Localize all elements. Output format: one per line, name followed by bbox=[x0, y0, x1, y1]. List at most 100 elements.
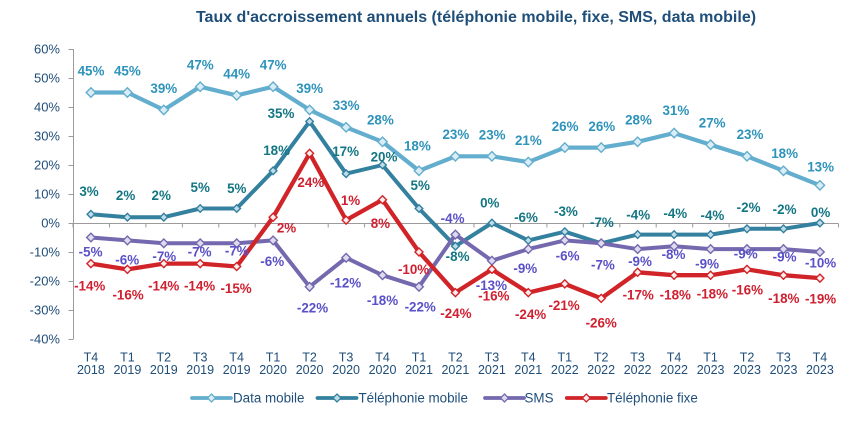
svg-text:44%: 44% bbox=[223, 67, 250, 82]
svg-text:2020: 2020 bbox=[369, 363, 397, 377]
svg-text:T4: T4 bbox=[375, 351, 390, 365]
svg-text:-6%: -6% bbox=[514, 210, 538, 225]
svg-text:-22%: -22% bbox=[405, 299, 436, 314]
svg-text:-7%: -7% bbox=[225, 244, 249, 259]
svg-text:-4%: -4% bbox=[700, 208, 724, 223]
svg-text:-15%: -15% bbox=[220, 281, 251, 296]
svg-text:31%: 31% bbox=[662, 103, 689, 118]
svg-text:-21%: -21% bbox=[548, 298, 579, 313]
svg-text:-14%: -14% bbox=[148, 279, 179, 294]
svg-text:-30%: -30% bbox=[30, 303, 61, 318]
svg-text:13%: 13% bbox=[807, 160, 834, 175]
svg-text:33%: 33% bbox=[333, 98, 360, 113]
svg-text:20%: 20% bbox=[34, 158, 60, 173]
svg-text:8%: 8% bbox=[371, 216, 390, 231]
svg-text:T2: T2 bbox=[302, 351, 317, 365]
svg-text:Taux d'accroissement annuels (: Taux d'accroissement annuels (téléphonie… bbox=[196, 9, 756, 26]
svg-text:Téléphonie mobile: Téléphonie mobile bbox=[359, 391, 468, 406]
svg-text:-18%: -18% bbox=[367, 293, 398, 308]
svg-text:T4: T4 bbox=[521, 351, 536, 365]
svg-text:23%: 23% bbox=[442, 127, 469, 142]
svg-text:0%: 0% bbox=[811, 205, 830, 220]
svg-text:17%: 17% bbox=[332, 144, 359, 159]
svg-text:-10%: -10% bbox=[805, 256, 836, 271]
svg-text:0%: 0% bbox=[41, 216, 60, 231]
svg-text:2020: 2020 bbox=[332, 363, 360, 377]
svg-text:2%: 2% bbox=[277, 220, 296, 235]
svg-text:1%: 1% bbox=[341, 193, 360, 208]
svg-text:-17%: -17% bbox=[623, 287, 654, 302]
svg-text:-10%: -10% bbox=[398, 262, 429, 277]
svg-text:-9%: -9% bbox=[695, 257, 719, 272]
svg-text:3%: 3% bbox=[79, 184, 98, 199]
svg-text:2018: 2018 bbox=[77, 363, 105, 377]
svg-text:T2: T2 bbox=[157, 351, 172, 365]
svg-text:2020: 2020 bbox=[259, 363, 287, 377]
svg-text:-12%: -12% bbox=[330, 276, 361, 291]
svg-text:35%: 35% bbox=[268, 106, 295, 121]
svg-text:T1: T1 bbox=[120, 351, 135, 365]
svg-text:47%: 47% bbox=[187, 58, 214, 73]
svg-text:-7%: -7% bbox=[152, 249, 176, 264]
svg-text:2020: 2020 bbox=[296, 363, 324, 377]
svg-text:0%: 0% bbox=[480, 196, 499, 211]
svg-text:-7%: -7% bbox=[188, 244, 212, 259]
svg-text:2022: 2022 bbox=[660, 363, 688, 377]
svg-text:-40%: -40% bbox=[30, 332, 61, 347]
svg-text:T3: T3 bbox=[776, 351, 791, 365]
svg-text:45%: 45% bbox=[78, 64, 105, 79]
svg-text:T1: T1 bbox=[558, 351, 573, 365]
svg-text:5%: 5% bbox=[191, 180, 210, 195]
svg-text:-3%: -3% bbox=[554, 204, 578, 219]
svg-text:-7%: -7% bbox=[590, 215, 614, 230]
svg-text:-16%: -16% bbox=[112, 287, 143, 302]
svg-text:T4: T4 bbox=[813, 351, 828, 365]
svg-text:23%: 23% bbox=[737, 127, 764, 142]
svg-text:-24%: -24% bbox=[515, 307, 546, 322]
svg-text:T3: T3 bbox=[630, 351, 645, 365]
svg-text:T3: T3 bbox=[339, 351, 354, 365]
svg-text:-2%: -2% bbox=[737, 200, 761, 215]
svg-text:-4%: -4% bbox=[626, 207, 650, 222]
svg-text:-19%: -19% bbox=[805, 292, 836, 307]
svg-text:-18%: -18% bbox=[697, 287, 728, 302]
svg-text:2%: 2% bbox=[152, 188, 171, 203]
svg-text:26%: 26% bbox=[552, 119, 579, 134]
svg-text:-6%: -6% bbox=[115, 252, 139, 267]
svg-text:Téléphonie fixe: Téléphonie fixe bbox=[607, 391, 698, 406]
svg-text:Data mobile: Data mobile bbox=[233, 391, 304, 406]
svg-text:2019: 2019 bbox=[186, 363, 214, 377]
svg-text:2%: 2% bbox=[116, 188, 135, 203]
svg-text:-16%: -16% bbox=[732, 282, 763, 297]
svg-text:60%: 60% bbox=[34, 42, 60, 57]
svg-text:-9%: -9% bbox=[513, 261, 537, 276]
svg-text:-22%: -22% bbox=[297, 300, 328, 315]
svg-text:-20%: -20% bbox=[30, 274, 61, 289]
svg-text:-24%: -24% bbox=[440, 306, 471, 321]
svg-text:20%: 20% bbox=[371, 149, 398, 164]
svg-text:-16%: -16% bbox=[478, 289, 509, 304]
svg-text:28%: 28% bbox=[367, 113, 394, 128]
svg-text:27%: 27% bbox=[699, 116, 726, 131]
svg-text:-26%: -26% bbox=[586, 316, 617, 331]
svg-text:28%: 28% bbox=[625, 113, 652, 128]
svg-text:-5%: -5% bbox=[79, 244, 103, 259]
svg-text:T4: T4 bbox=[84, 351, 99, 365]
svg-text:24%: 24% bbox=[297, 175, 324, 190]
svg-text:SMS: SMS bbox=[525, 391, 554, 406]
svg-text:T2: T2 bbox=[448, 351, 463, 365]
svg-text:T4: T4 bbox=[229, 351, 244, 365]
svg-text:-10%: -10% bbox=[30, 245, 61, 260]
svg-text:2019: 2019 bbox=[223, 363, 251, 377]
svg-text:2023: 2023 bbox=[806, 363, 834, 377]
svg-text:-13%: -13% bbox=[476, 278, 507, 293]
svg-text:45%: 45% bbox=[114, 64, 141, 79]
svg-text:2023: 2023 bbox=[697, 363, 725, 377]
svg-text:18%: 18% bbox=[771, 146, 798, 161]
svg-text:-8%: -8% bbox=[446, 249, 470, 264]
svg-text:T1: T1 bbox=[412, 351, 427, 365]
svg-text:39%: 39% bbox=[150, 81, 177, 96]
svg-text:40%: 40% bbox=[34, 100, 60, 115]
svg-text:-4%: -4% bbox=[663, 206, 687, 221]
svg-text:-18%: -18% bbox=[660, 287, 691, 302]
